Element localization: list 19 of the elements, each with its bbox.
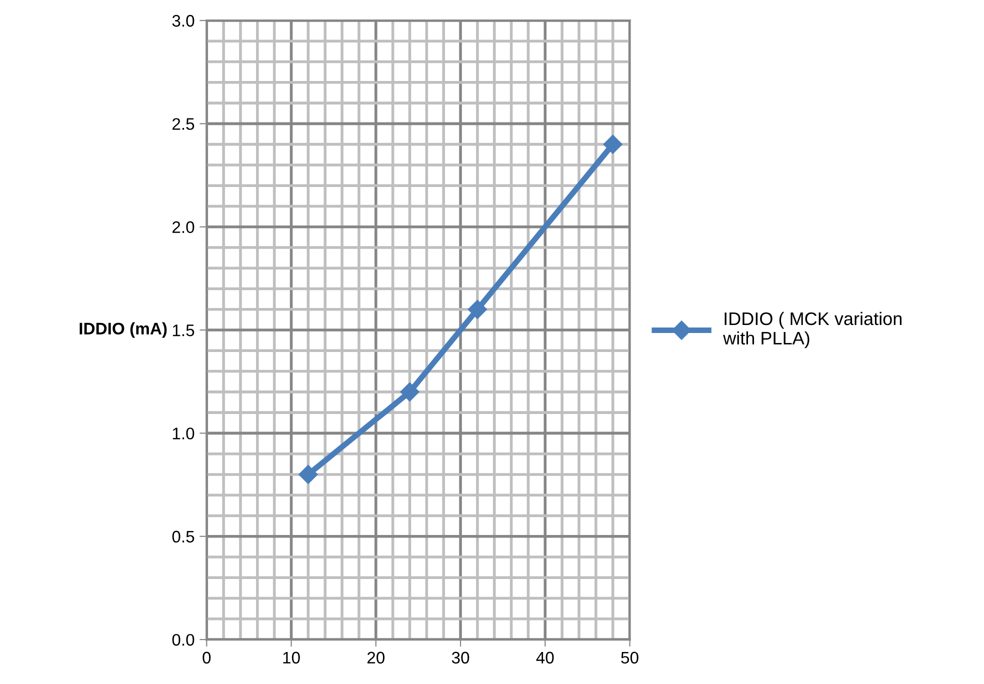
y-tick-label: 3.0 (172, 14, 194, 27)
point (468, 300, 487, 319)
x-tick-label: 20 (367, 652, 385, 664)
x-tick-label: 30 (452, 652, 470, 664)
y-tick-label: 0.5 (172, 530, 194, 543)
x-tick-label: 50 (621, 652, 638, 664)
y-tick-label: 2.0 (172, 221, 194, 234)
x-tick-label: 40 (536, 652, 554, 664)
point (400, 382, 420, 402)
x-tick-label: 10 (283, 652, 300, 664)
legend-label: IDDIO ( MCK variation with PLLA) (723, 312, 902, 348)
y-axis-title: IDDIO (mA) (80, 322, 167, 338)
y-tick-label: 1.0 (172, 428, 194, 440)
point (603, 134, 622, 154)
y-tick-label: 2.5 (172, 118, 194, 130)
y-tick-label: 0.0 (172, 634, 194, 646)
x-tick-label: 0 (202, 652, 211, 664)
y-tick-label: 1.5 (172, 324, 194, 336)
point (298, 464, 318, 484)
